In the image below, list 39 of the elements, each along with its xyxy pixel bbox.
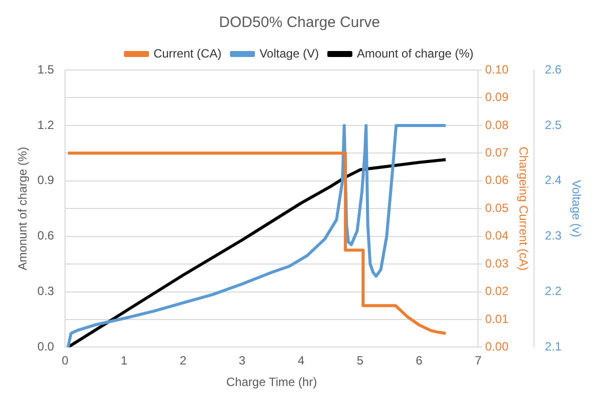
y-tick-label: 1.5	[37, 62, 54, 76]
y3-tick-label: 2.3	[544, 228, 562, 243]
x-tick-label: 7	[474, 354, 482, 368]
y2-tick-label: 0.10	[485, 62, 509, 76]
x-tick-label: 1	[120, 354, 128, 368]
y3-tick-label: 2.5	[544, 118, 562, 132]
x-tick-label: 6	[416, 354, 423, 368]
y2-tick-label: 0.01	[485, 312, 509, 326]
y3-axis-title: Voltage (v)	[569, 180, 584, 238]
x-tick-label: 3	[238, 354, 246, 368]
y-tick-label: 0.0	[37, 340, 54, 354]
y2-axis-title: Chargeing Current (cA)	[516, 146, 530, 271]
y-tick-label: 0.6	[37, 228, 54, 243]
y-tick-label: 1.2	[37, 118, 54, 132]
y3-tick-label: 2.4	[544, 173, 562, 188]
y2-tick-label: 0.07	[485, 145, 509, 160]
chart-title: DOD50% Charge Curve	[219, 14, 380, 32]
y2-tick-label: 0.08	[485, 118, 509, 132]
y-tick-label: 0.9	[37, 173, 54, 188]
y2-tick-label: 0.00	[485, 340, 509, 354]
y2-tick-label: 0.05	[485, 200, 509, 215]
y2-tick-label: 0.09	[485, 90, 509, 104]
x-tick-label: 0	[62, 354, 69, 368]
x-axis-title: Charge Time (hr)	[226, 375, 317, 390]
x-tick-label: 4	[298, 354, 305, 368]
legend-label: Amount of charge (%)	[356, 46, 474, 60]
y-axis-title: Amonunt of charge (%)	[16, 146, 30, 270]
y2-tick-label: 0.04	[485, 228, 509, 243]
x-tick-label: 2	[180, 354, 187, 368]
y3-tick-label: 2.1	[544, 340, 562, 354]
y2-tick-label: 0.02	[485, 284, 509, 298]
x-tick-label: 5	[356, 354, 364, 368]
y-tick-label: 0.3	[37, 284, 54, 298]
y3-tick-label: 2.6	[544, 62, 562, 76]
y2-tick-label: 0.03	[485, 256, 509, 270]
legend-label: Voltage (V)	[259, 46, 319, 60]
y3-tick-label: 2.2	[544, 284, 562, 298]
y2-tick-label: 0.06	[485, 173, 509, 188]
legend-label: Current (CA)	[153, 46, 222, 60]
